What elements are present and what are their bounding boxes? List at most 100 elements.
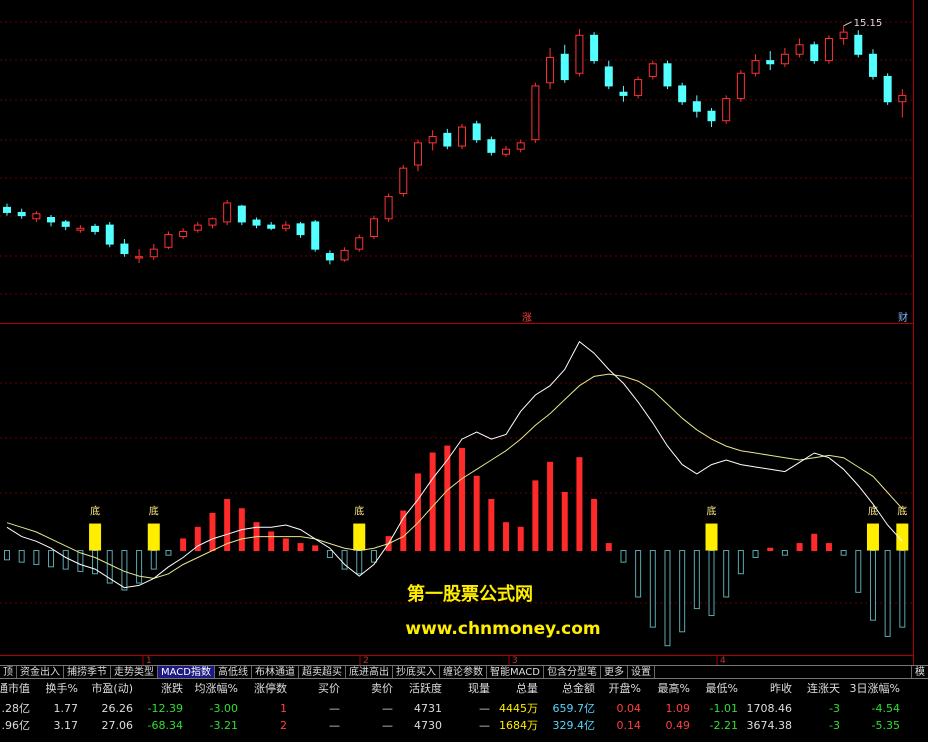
tab[interactable]: 设置: [628, 666, 655, 678]
macd-bar: [459, 447, 465, 552]
table-cell: 1684万: [499, 719, 538, 732]
macd-bar: [165, 550, 172, 556]
candle-body: [780, 53, 789, 65]
candle-body: [824, 37, 833, 62]
table-cell: -1.01: [710, 702, 738, 715]
dea-line: [6, 373, 903, 579]
candle-body: [854, 34, 863, 55]
table-header: 最高%: [658, 681, 690, 695]
tab[interactable]: 底进高出: [346, 666, 393, 678]
tab[interactable]: 布林通道: [252, 666, 299, 678]
candle-body: [722, 98, 731, 122]
tab[interactable]: 超卖超买: [299, 666, 346, 678]
candle-body: [281, 224, 290, 229]
candle-body: [531, 85, 540, 141]
macd-bar: [326, 550, 333, 558]
table-cell: 1708.46: [747, 702, 793, 715]
signal-marker: [866, 523, 879, 551]
table-cell: -3.00: [210, 702, 238, 715]
tab[interactable]: 更多: [601, 666, 628, 678]
macd-bar: [884, 550, 891, 637]
candle-body: [516, 142, 525, 150]
tab[interactable]: 走势类型: [111, 666, 158, 678]
candle-body: [487, 139, 496, 153]
candle-body: [428, 136, 437, 144]
candle-body: [32, 213, 41, 220]
tab[interactable]: 智能MACD: [487, 666, 544, 678]
candle-body: [105, 224, 114, 245]
signal-label: 底: [149, 505, 159, 518]
candle-body: [76, 227, 85, 231]
candle-body: [413, 142, 422, 166]
table-cell: 659.7亿: [553, 702, 596, 715]
table-header: 3日涨幅%: [850, 682, 900, 695]
watermark-title: 第一股票公式网: [407, 583, 533, 605]
table-cell: .96亿: [2, 719, 31, 732]
table-cell: 2: [280, 719, 287, 732]
macd-bar: [473, 475, 480, 552]
candle-body: [61, 221, 70, 227]
candle-body: [149, 248, 158, 258]
tab[interactable]: 高低线: [215, 666, 252, 678]
macd-bar: [341, 550, 348, 570]
candle-body: [810, 44, 819, 62]
table-cell: -68.34: [148, 719, 183, 732]
macd-bar: [400, 510, 407, 552]
tab[interactable]: 资金出入: [17, 666, 64, 678]
candle-body: [17, 211, 26, 217]
candle-body: [311, 221, 320, 250]
candle-body: [355, 237, 364, 250]
watermark-url: www.chnmoney.com: [405, 619, 600, 639]
signal-marker: [89, 523, 102, 551]
macd-bar: [517, 526, 524, 552]
table-header: 总金额: [562, 681, 595, 695]
candle-body: [634, 79, 643, 96]
signal-label: 底: [868, 505, 878, 518]
table-cell: -5.35: [872, 719, 900, 732]
macd-bar: [620, 550, 627, 563]
candle-body: [3, 206, 11, 213]
table-cell: 3674.38: [747, 719, 793, 732]
macd-bar: [561, 492, 568, 552]
tab[interactable]: 顶: [0, 666, 17, 678]
candle-body: [839, 31, 848, 39]
macd-bar: [224, 498, 231, 552]
tab[interactable]: 模: [911, 666, 928, 678]
tab[interactable]: MACD指数: [158, 666, 215, 678]
table-header: 均涨幅%: [195, 682, 238, 695]
macd-bar: [723, 550, 730, 598]
macd-bar: [796, 543, 803, 552]
candle-body: [736, 72, 745, 100]
tab[interactable]: 包含分型笔: [544, 666, 601, 678]
tab[interactable]: 抄底买入: [393, 666, 440, 678]
table-cell: 4731: [414, 702, 442, 715]
tab[interactable]: 捕捞季节: [64, 666, 111, 678]
candle-body: [575, 34, 584, 74]
candle-body: [369, 218, 378, 237]
macd-bar: [106, 550, 113, 584]
macd-bar: [767, 547, 774, 552]
candle-body: [340, 249, 349, 261]
candle-body: [502, 148, 511, 155]
time-axis-label: 1: [146, 656, 152, 666]
table-cell: 329.4亿: [553, 719, 596, 732]
table-cell: 4730: [414, 719, 442, 732]
candle-body: [692, 101, 701, 112]
macd-bar: [576, 457, 583, 552]
macd-bar: [488, 498, 495, 552]
candle-body: [678, 85, 687, 103]
macd-bar: [532, 480, 539, 552]
tab-bar: 顶资金出入 捕捞季节 走势类型 MACD指数 高低线 布林通道 超卖超买 底进高出 抄底买入 缠论…: [0, 665, 928, 679]
candle-body: [868, 53, 877, 77]
tab[interactable]: 缠论参数: [440, 666, 487, 678]
table-cell: .28亿: [2, 702, 31, 715]
table-header: 买价: [318, 682, 340, 695]
candle-body: [458, 126, 466, 147]
candle-body: [546, 56, 555, 84]
table-header: 开盘%: [609, 681, 641, 695]
signal-label: 底: [90, 505, 100, 518]
macd-bar: [899, 550, 906, 628]
macd-bar: [282, 538, 289, 552]
guide-lines: [0, 21, 913, 604]
